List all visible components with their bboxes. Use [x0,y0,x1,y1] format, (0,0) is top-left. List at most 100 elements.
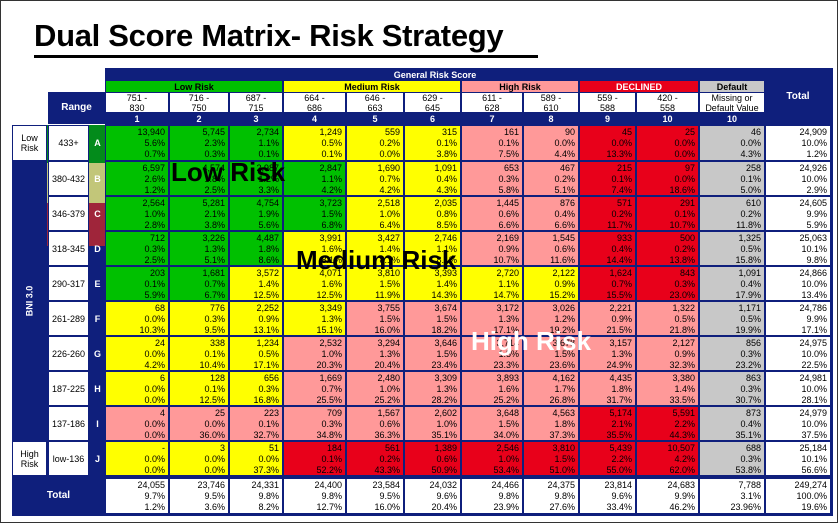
cell-bad-rate: 13.3% [606,149,632,159]
cell-bad-rate: 0.0% [144,430,165,440]
column-total-pct: 9.6% [611,491,632,501]
cell-pct-total: 0.9% [674,349,695,359]
cell-bad-rate: 2.5% [144,255,165,265]
cell-pct-total: 1.5% [498,349,519,359]
cell-bad-rate: 26.8% [549,395,575,405]
matrix-cell: 776 0.3% 9.5% [169,301,229,336]
bni-range-label: low-136 [48,441,89,476]
cell-count: 4 [159,408,165,418]
column-total-bad-rate: 12.7% [316,502,342,512]
grand-total-cell: 249,274 100.0% 19.6% [765,478,831,514]
total-bad-rate: 37.5% [801,430,827,440]
row-letter: B [94,173,101,184]
cell-bad-rate: 15.1% [316,325,342,335]
cell-bad-rate: 53.8% [735,465,761,475]
cell-count: 10,507 [667,443,695,453]
cell-count: 467 [559,163,575,173]
column-total-cell: 24,331 9.8% 8.2% [229,478,283,514]
column-total-bad-rate: 20.4% [431,502,457,512]
cell-pct-total: 1.2% [258,174,279,184]
cell-count: 25 [214,408,225,418]
matrix-cell: 2,035 0.8% 8.5% [404,196,461,231]
total-bad-rate: 9.8% [806,255,827,265]
total-count: 24,979 [799,408,827,418]
score-range-header: Missing or Default Value [699,92,765,113]
matrix-cell: 1,234 0.5% 17.1% [229,336,283,371]
cell-bad-rate: 4.4% [554,149,575,159]
matrix-cell: 4,487 1.8% 8.6% [229,231,283,266]
cell-bad-rate: 25.2% [374,395,400,405]
cell-pct-total: 0.9% [611,314,632,324]
column-total-count: 23,814 [604,480,632,490]
total-pct: 9.9% [806,209,827,219]
matrix-cell: 2,532 1.0% 20.3% [283,336,346,371]
cell-bad-rate: 34.0% [493,430,519,440]
column-total-pct: 9.8% [554,491,575,501]
cell-bad-rate: 20.3% [316,360,342,370]
cell-pct-total: 0.0% [204,419,225,429]
bni-range-label: 433+ [48,125,89,161]
cell-pct-total: 2.1% [204,209,225,219]
column-total-bad-rate: 16.0% [374,502,400,512]
cell-bad-rate: 19.9% [735,325,761,335]
total-count: 24,926 [799,163,827,173]
cell-count: 712 [149,233,165,243]
column-number: 6 [429,113,435,124]
column-number: 7 [489,113,495,124]
cell-bad-rate: 9.5% [204,325,225,335]
matrix-cell: 1,681 0.7% 6.7% [169,266,229,301]
total-pct: 10.0% [801,138,827,148]
cell-bad-rate: 2.5% [204,185,225,195]
medium-risk-zone-label: Medium Risk [296,245,457,275]
bni-axis-text: BNI 3.0 [24,285,35,317]
total-count: 25,184 [799,443,827,453]
cell-bad-rate: 1.2% [144,185,165,195]
cell-pct-total: 0.1% [258,419,279,429]
cell-pct-total: 0.5% [321,138,342,148]
cell-bad-rate: 23.6% [549,360,575,370]
cell-pct-total: 1.1% [258,138,279,148]
cell-pct-total: 0.7% [379,174,400,184]
cell-pct-total: 1.8% [554,419,575,429]
matrix-cell: 3 0.0% 0.0% [169,441,229,476]
cell-pct-total: 0.0% [740,138,761,148]
cell-pct-total: 0.1% [204,349,225,359]
cell-bad-rate: 14.7% [493,290,519,300]
cell-count: 3,309 [434,373,457,383]
cell-bad-rate: 5.8% [498,185,519,195]
matrix-cell: 3,674 1.5% 18.2% [404,301,461,336]
cell-count: 2,480 [377,373,400,383]
cell-pct-total: 0.9% [554,279,575,289]
cell-pct-total: 1.8% [204,174,225,184]
bni-range-label: 318-345 [48,231,89,266]
matrix-cell: 215 0.1% 7.4% [579,161,636,196]
cell-bad-rate: 4.3% [740,149,761,159]
risk-group-header: Low Risk [106,81,282,92]
matrix-cell: 5,174 2.1% 35.5% [579,406,636,441]
cell-count: 3,678 [552,338,575,348]
cell-bad-rate: 6.8% [321,220,342,230]
cell-count: 653 [503,163,519,173]
cell-count: 97 [684,163,695,173]
cell-pct-total: 1.4% [258,279,279,289]
column-total-bad-rate: 27.6% [549,502,575,512]
score-range-header: 559 - 588 [579,92,636,113]
cell-bad-rate: 24.9% [606,360,632,370]
total-bad-rate: 5.9% [806,220,827,230]
column-total-cell: 23,584 9.5% 16.0% [346,478,404,514]
cell-bad-rate: 15.8% [735,255,761,265]
total-bad-rate: 28.1% [801,395,827,405]
cell-count: 856 [745,338,761,348]
cell-pct-total: 2.1% [611,419,632,429]
matrix-cell: 3,226 1.3% 5.1% [169,231,229,266]
column-number: 5 [372,113,378,124]
cell-count: 3,723 [319,198,342,208]
cell-bad-rate: 35.1% [431,430,457,440]
cell-pct-total: 0.2% [379,454,400,464]
cell-pct-total: 0.0% [258,454,279,464]
total-bad-rate: 2.9% [806,185,827,195]
cell-count: 4,162 [552,373,575,383]
cell-bad-rate: 11.7% [607,220,632,230]
cell-pct-total: 1.2% [554,314,575,324]
cell-pct-total: 1.5% [321,209,342,219]
